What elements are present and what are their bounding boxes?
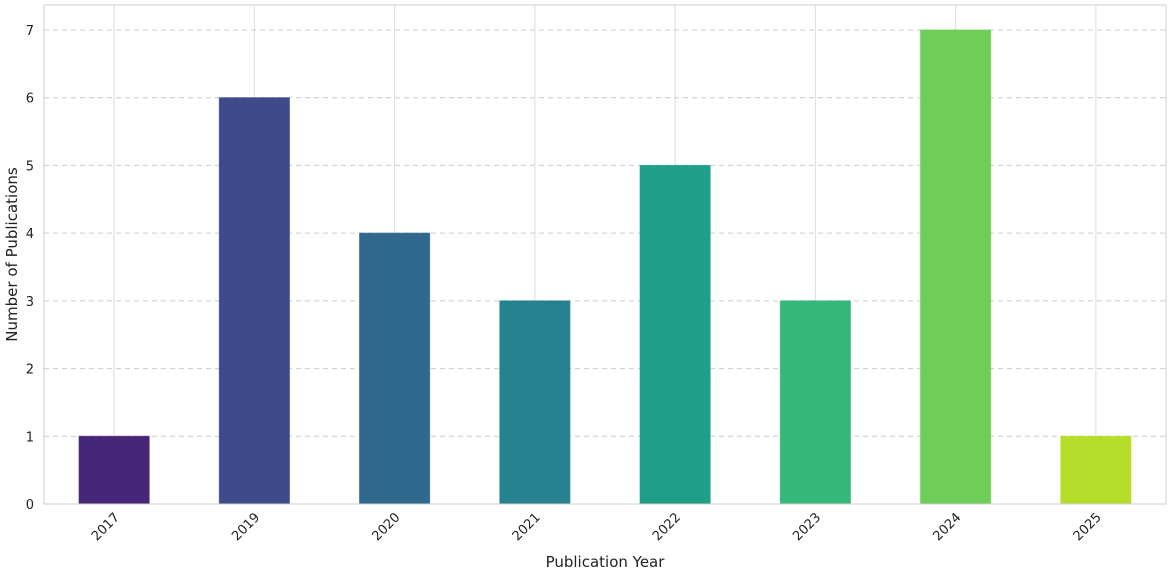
x-tick-label: 2020	[369, 510, 403, 544]
y-tick-label: 3	[26, 295, 34, 310]
y-tick-label: 4	[26, 227, 34, 242]
y-tick-label: 0	[26, 498, 34, 513]
grid	[44, 5, 1166, 504]
x-axis-label: Publication Year	[546, 553, 666, 571]
x-tick-label: 2025	[1071, 510, 1105, 544]
y-tick-label: 7	[26, 24, 34, 39]
y-tick-label: 2	[26, 363, 34, 378]
x-tick-labels: 2017 2019 2020 2021 2022 2023 2024 2025	[89, 510, 1105, 544]
x-tick-label: 2021	[510, 510, 544, 544]
bars	[78, 29, 1132, 505]
bar-2017	[78, 435, 150, 505]
x-tick-label: 2022	[650, 510, 684, 544]
y-axis-label: Number of Publications	[3, 167, 21, 342]
bar-2025	[1060, 435, 1132, 505]
bar-2022	[639, 164, 711, 505]
bar-2019	[218, 97, 290, 505]
x-tick-label: 2019	[229, 510, 263, 544]
y-tick-label: 5	[26, 159, 34, 174]
bar-2023	[779, 300, 851, 505]
bar-2024	[920, 29, 992, 505]
x-tick-label: 2017	[89, 510, 123, 544]
x-tick-label: 2023	[790, 510, 824, 544]
y-tick-labels: 0 1 2 3 4 5 6 7	[26, 24, 34, 513]
bar-2021	[499, 300, 571, 505]
plot-frame	[43, 4, 1167, 505]
bar-2020	[359, 232, 431, 505]
y-tick-label: 6	[26, 92, 34, 107]
x-tick-label: 2024	[930, 510, 964, 544]
y-tick-label: 1	[26, 430, 34, 445]
